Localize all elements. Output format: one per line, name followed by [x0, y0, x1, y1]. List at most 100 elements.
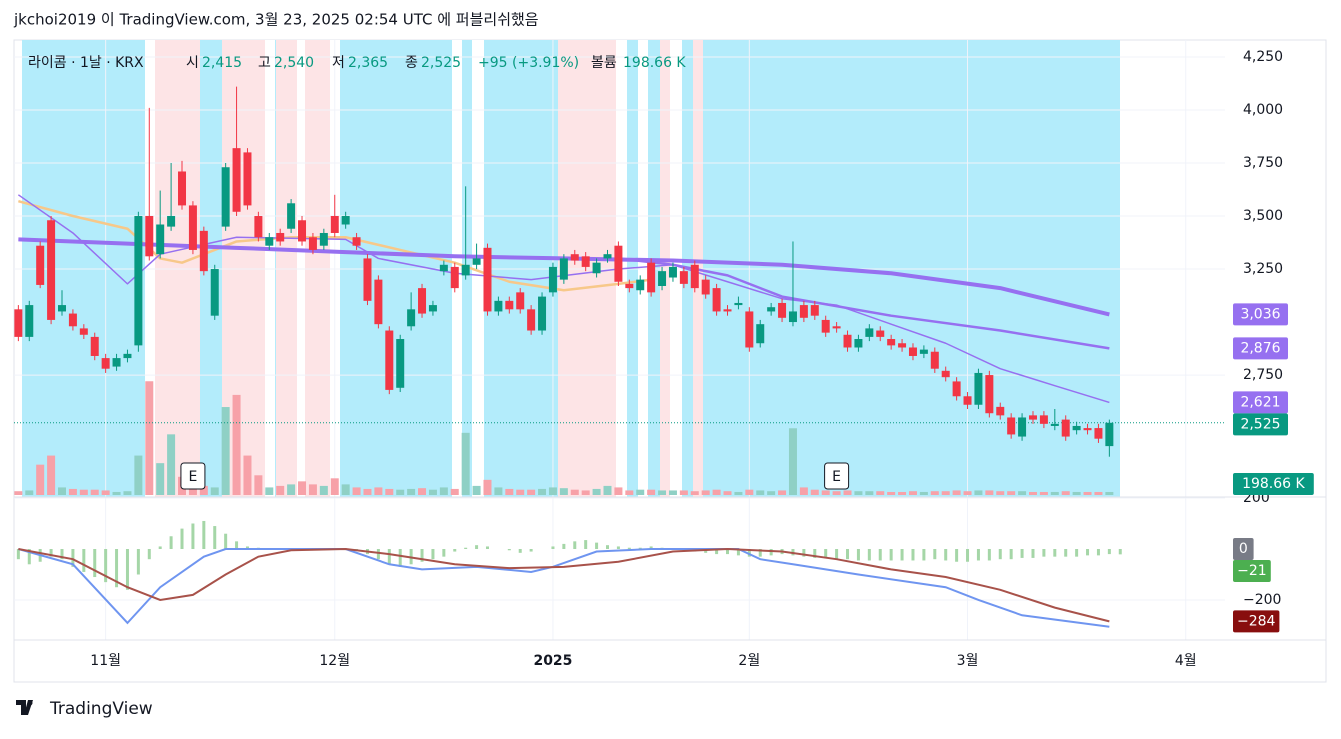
event-box [824, 462, 850, 490]
volume-bar [112, 491, 121, 495]
macd-histogram-bar [998, 549, 1002, 560]
volume-bar [363, 488, 372, 495]
macd-histogram-bar [813, 549, 817, 558]
candle-body [232, 148, 241, 212]
volume-bar [788, 428, 797, 495]
volume-bar [832, 491, 841, 495]
macd-histogram-bar [245, 546, 249, 549]
volume-bar [778, 490, 787, 495]
volume-bar [461, 432, 470, 495]
candle-body [505, 300, 514, 310]
candle-body [919, 349, 928, 354]
volume-bar [428, 489, 437, 495]
volume-bar [516, 489, 525, 495]
volume-bar [647, 489, 656, 495]
candle-body [756, 324, 765, 344]
candle-body [254, 216, 263, 238]
legend-symbol: 라이콤 · 1날 · KRX [28, 55, 144, 71]
macd-histogram-bar [747, 549, 751, 557]
candle-body [341, 216, 350, 225]
volume-bar [156, 463, 165, 495]
volume-bar [1028, 491, 1037, 495]
candle-body [385, 330, 394, 390]
volume-bar [1083, 491, 1092, 495]
price-badge-label: 2,876 [1240, 340, 1280, 356]
background-bands [22, 40, 1120, 497]
macd-histogram-bar [202, 520, 206, 549]
legend-value: 2,365 [348, 55, 388, 71]
macd-histogram-bar [1075, 549, 1079, 557]
event-box [180, 462, 206, 490]
candle-body [407, 309, 416, 327]
macd-histogram-bar [136, 549, 140, 575]
volume-bar [658, 490, 667, 495]
volume-bar [58, 487, 67, 495]
candle-body [308, 237, 317, 250]
volume-bar [1072, 491, 1081, 495]
macd-histogram-bar [846, 549, 850, 560]
volume-bar [668, 490, 677, 495]
macd-histogram-bar [16, 549, 20, 560]
volume-bar [101, 490, 110, 495]
candle-body [527, 309, 536, 331]
candle-body [887, 339, 896, 346]
volume-bar [723, 491, 732, 495]
candle-body [854, 339, 863, 348]
candle-body [363, 258, 372, 301]
volume-bar [68, 488, 77, 495]
macd-histogram-bar [715, 549, 719, 555]
volume-bar [592, 488, 601, 495]
candle-body [1094, 428, 1103, 439]
candle-body [930, 351, 939, 369]
macd-histogram-bar [1042, 549, 1046, 557]
price-badge [1233, 538, 1254, 560]
candle-body [876, 330, 885, 337]
price-badge [1233, 473, 1314, 495]
volume-bar [210, 487, 219, 495]
candle-body [396, 339, 405, 388]
volume-bar [483, 479, 492, 495]
candle-body [210, 269, 219, 316]
volume-bar [232, 394, 241, 495]
macd-histogram-bar [911, 549, 915, 561]
macd-histogram-bar [944, 549, 948, 561]
volume-bar [14, 491, 23, 495]
volume-bar [374, 487, 383, 495]
macd-histogram-bar [235, 541, 239, 549]
candle-body [494, 300, 503, 312]
macd-histogram-bar [835, 549, 839, 560]
macd-histogram-bar [158, 546, 162, 549]
candle-body [68, 313, 77, 327]
axes: 11월 12월 2025 2월 3월 4월 2,750 3,250 3,500 3,750 4,00… [90, 49, 1314, 669]
macd-histogram-bar [955, 549, 959, 562]
macd-histogram-bar [856, 549, 860, 561]
macd-histogram-bar [147, 549, 151, 560]
x-tick-label: 11월 [90, 653, 121, 669]
candle-body [79, 328, 88, 335]
macd-histogram-bar [93, 549, 97, 578]
candle-body [559, 258, 568, 280]
volume-bar [527, 489, 536, 495]
candle-body [188, 205, 197, 250]
candle-body [167, 216, 176, 227]
price-badge [1233, 303, 1288, 326]
candle-body [1039, 415, 1048, 424]
x-tick-label: 12월 [319, 653, 350, 669]
band-pink [660, 40, 670, 497]
legend: 라이콤 · 1날 · KRX 시 2,415 고 2,540 저 2,365 종 2,525 +… [28, 55, 686, 71]
macd-histogram-bar [213, 526, 217, 549]
volume-bar [974, 490, 983, 495]
legend-key: 종 [405, 55, 418, 71]
volume-bar [559, 488, 568, 495]
candle-body [1028, 415, 1037, 420]
legend-key: 고 [258, 55, 271, 71]
legend-value: 2,525 [421, 55, 461, 71]
volume-bar [887, 491, 896, 495]
macd-tick-label: −200 [1243, 592, 1281, 608]
volume-bar [1039, 491, 1048, 495]
volume-bar [319, 485, 328, 495]
candle-body [723, 309, 732, 312]
candle-body [450, 266, 459, 289]
